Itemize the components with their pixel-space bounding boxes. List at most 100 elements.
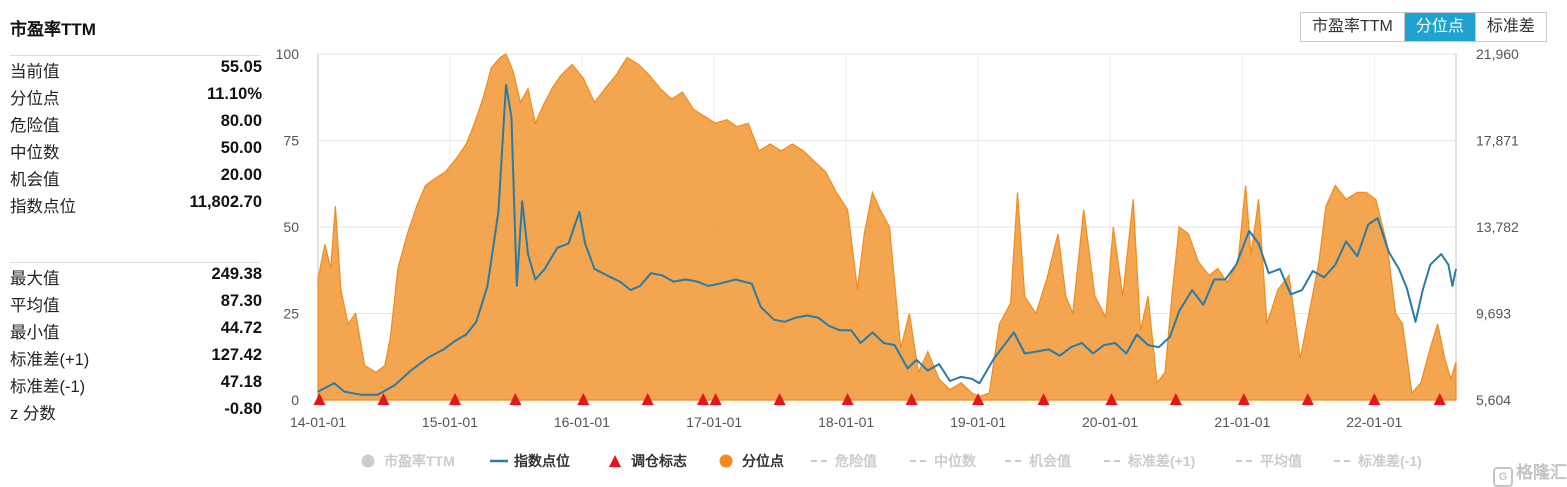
stat-label: 中位数 xyxy=(10,144,60,162)
stat-label: 指数点位 xyxy=(10,198,76,216)
rebalance-marker xyxy=(1037,393,1050,405)
stat-value: 80.00 xyxy=(220,112,262,130)
stat-label: 平均值 xyxy=(10,297,60,315)
stat-percentile: 分位点 11.10% xyxy=(10,85,262,112)
x-axis-tick-label: 21-01-01 xyxy=(1214,414,1270,430)
stat-opportunity-value: 机会值 20.00 xyxy=(10,166,262,193)
stat-mean: 平均值 87.30 xyxy=(10,292,262,319)
stat-label: 标准差(-1) xyxy=(10,378,86,396)
divider xyxy=(10,262,260,263)
stat-label: 当前值 xyxy=(10,63,60,81)
legend-symbol xyxy=(609,455,621,467)
stat-value: 249.38 xyxy=(211,265,262,283)
stat-label: 危险值 xyxy=(10,117,60,135)
legend-label: 平均值 xyxy=(1260,453,1302,469)
stat-value: -0.80 xyxy=(224,400,262,418)
rebalance-marker xyxy=(509,393,522,405)
right-axis-tick-label: 17,871 xyxy=(1476,133,1519,149)
right-axis-tick-label: 5,604 xyxy=(1476,392,1511,408)
stat-value: 55.05 xyxy=(220,58,262,76)
x-axis-tick-label: 17-01-01 xyxy=(686,414,742,430)
stat-std-minus-1: 标准差(-1) 47.18 xyxy=(10,373,262,400)
left-axis-tick-label: 75 xyxy=(283,133,299,149)
stat-value: 44.72 xyxy=(220,319,262,337)
stat-danger-value: 危险值 80.00 xyxy=(10,112,262,139)
x-axis-tick-label: 16-01-01 xyxy=(554,414,610,430)
percentile-area xyxy=(317,53,1457,401)
index-level-line xyxy=(317,83,1457,396)
stat-index-level: 指数点位 11,802.70 xyxy=(10,193,262,220)
x-axis-tick-label: 20-01-01 xyxy=(1082,414,1138,430)
stat-label: 标准差(+1) xyxy=(10,351,90,369)
legend-label: 分位点 xyxy=(742,453,784,469)
left-axis-tick-label: 100 xyxy=(276,46,300,62)
watermark-text: 格隆汇 xyxy=(1516,463,1567,482)
stat-label: z 分数 xyxy=(10,405,56,423)
legend-label: 中位数 xyxy=(934,453,977,469)
rebalance-marker xyxy=(313,393,326,405)
rebalance-marker xyxy=(1368,393,1381,405)
x-axis-tick-label: 14-01-01 xyxy=(290,414,346,430)
stat-current-value: 当前值 55.05 xyxy=(10,58,262,85)
mode-percentile-button[interactable]: 分位点 xyxy=(1403,13,1475,41)
rebalance-marker xyxy=(709,393,722,405)
x-axis-tick-label: 19-01-01 xyxy=(950,414,1006,430)
legend-label: 危险值 xyxy=(834,453,877,469)
stat-z-score: z 分数 -0.80 xyxy=(10,400,262,427)
rebalance-marker xyxy=(1105,393,1118,405)
stat-value: 50.00 xyxy=(220,139,262,157)
stats-panel: 市盈率TTM 当前值 55.05 分位点 11.10% 危险值 80.00 中位… xyxy=(0,0,262,486)
rebalance-marker xyxy=(1301,393,1314,405)
right-axis-tick-label: 9,693 xyxy=(1476,306,1511,322)
stat-value: 11.10% xyxy=(206,85,262,103)
panel-title: 市盈率TTM xyxy=(10,20,96,39)
stat-value: 11,802.70 xyxy=(189,193,263,211)
gelonghui-logo-icon: G xyxy=(1493,467,1513,487)
legend-label: 机会值 xyxy=(1029,453,1071,469)
left-axis-tick-label: 50 xyxy=(283,219,299,235)
rebalance-marker xyxy=(1169,393,1182,405)
legend-symbol xyxy=(361,454,375,468)
divider xyxy=(10,55,260,56)
mode-pe-ttm-button[interactable]: 市盈率TTM xyxy=(1301,13,1404,41)
x-axis-tick-label: 15-01-01 xyxy=(422,414,478,430)
rebalance-marker xyxy=(841,393,854,405)
rebalance-marker xyxy=(773,393,786,405)
right-axis-tick-label: 13,782 xyxy=(1476,219,1519,235)
legend-label: 调仓标志 xyxy=(631,453,687,469)
rebalance-marker xyxy=(377,393,390,405)
stat-value: 87.30 xyxy=(220,292,262,310)
stat-value: 20.00 xyxy=(220,166,262,184)
rebalance-marker xyxy=(449,393,462,405)
legend-label: 标准差(+1) xyxy=(1127,453,1195,469)
stat-label: 最大值 xyxy=(10,270,60,288)
stat-min: 最小值 44.72 xyxy=(10,319,262,346)
legend-label: 指数点位 xyxy=(514,453,570,469)
watermark: G 格隆汇 xyxy=(1493,458,1567,487)
stat-median: 中位数 50.00 xyxy=(10,139,262,166)
mode-std-button[interactable]: 标准差 xyxy=(1474,13,1546,41)
stat-value: 127.42 xyxy=(211,346,262,364)
x-axis-tick-label: 22-01-01 xyxy=(1346,414,1402,430)
left-axis-tick-label: 0 xyxy=(291,392,299,408)
rebalance-marker xyxy=(577,393,590,405)
stat-std-plus-1: 标准差(+1) 127.42 xyxy=(10,346,262,373)
legend-label: 市盈率TTM xyxy=(384,453,455,469)
legend-label: 标准差(-1) xyxy=(1357,453,1422,469)
stat-max: 最大值 249.38 xyxy=(10,265,262,292)
stat-label: 最小值 xyxy=(10,324,60,342)
mode-switch: 市盈率TTM 分位点 标准差 xyxy=(1300,12,1547,42)
left-axis-tick-label: 25 xyxy=(283,306,299,322)
rebalance-marker xyxy=(1433,393,1446,405)
rebalance-marker xyxy=(696,393,709,405)
rebalance-marker xyxy=(905,393,918,405)
right-axis-tick-label: 21,960 xyxy=(1476,46,1519,62)
stat-label: 分位点 xyxy=(10,90,60,108)
rebalance-marker xyxy=(972,393,985,405)
stat-label: 机会值 xyxy=(10,171,60,189)
stat-value: 47.18 xyxy=(220,373,262,391)
rebalance-marker xyxy=(641,393,654,405)
legend-symbol xyxy=(719,454,733,468)
x-axis-tick-label: 18-01-01 xyxy=(818,414,874,430)
